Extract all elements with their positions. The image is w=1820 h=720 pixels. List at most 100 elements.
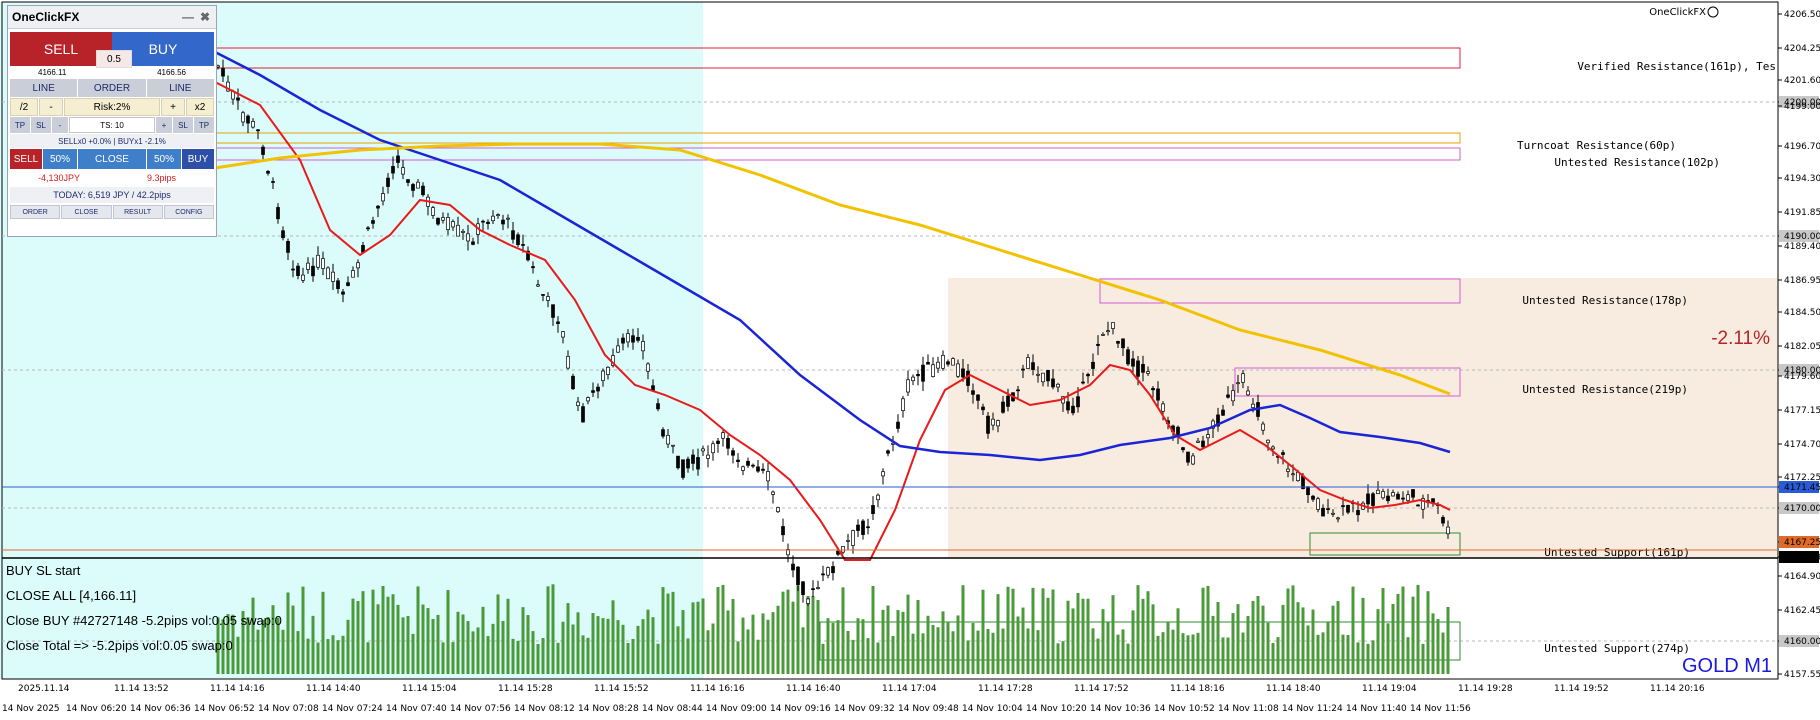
candle-body	[401, 167, 405, 175]
volume-bar	[696, 601, 700, 674]
close-buy-button[interactable]: BUY	[182, 149, 214, 169]
candle-body	[421, 185, 425, 196]
tp-right-button[interactable]: TP	[194, 117, 214, 133]
tab-order[interactable]: ORDER	[10, 205, 61, 219]
volume-bar	[1416, 584, 1420, 674]
candle-body	[1416, 504, 1420, 507]
smiley-icon	[1707, 6, 1719, 18]
time-label-bottom: 14 Nov 08:12	[514, 704, 575, 714]
candle-body	[671, 444, 675, 447]
candle-body	[1211, 420, 1215, 429]
volume-bar	[846, 630, 850, 674]
volume-bar	[1066, 600, 1070, 674]
time-label-bottom: 14 Nov 11:40	[1346, 704, 1407, 714]
volume-bar	[626, 642, 630, 674]
volume-bar	[561, 621, 565, 674]
panel-titlebar[interactable]: OneClickFX — ✖	[8, 6, 216, 29]
sell-button[interactable]: SELL	[10, 32, 112, 66]
close-half-right-button[interactable]: 50%	[147, 149, 181, 169]
minimize-icon[interactable]: —	[181, 10, 194, 24]
volume-bar	[531, 631, 535, 674]
volume-bar	[1126, 643, 1130, 674]
volume-bar	[1391, 603, 1395, 674]
risk-minus-button[interactable]: -	[39, 98, 63, 116]
volume-bar	[536, 643, 540, 674]
candle-body	[976, 394, 980, 401]
line-left-button[interactable]: LINE	[10, 79, 78, 97]
candle-body	[376, 205, 380, 209]
candle-body	[941, 354, 945, 369]
volume-bar	[1221, 637, 1225, 674]
candle-body	[781, 526, 785, 536]
volume-bar	[1261, 605, 1265, 674]
candle-body	[281, 230, 285, 239]
lot-double-button[interactable]: x2	[186, 98, 214, 116]
sl-right-button[interactable]: SL	[173, 117, 193, 133]
tp-left-button[interactable]: TP	[10, 117, 30, 133]
candle-body	[681, 459, 685, 478]
price-label: 4190.00	[1784, 232, 1820, 242]
sl-left-button[interactable]: SL	[31, 117, 51, 133]
volume-bar	[501, 620, 505, 674]
price-label: 4182.05	[1784, 342, 1820, 352]
line-right-button[interactable]: LINE	[146, 79, 214, 97]
close-all-button[interactable]: CLOSE	[78, 149, 146, 169]
time-label-bottom: 14 Nov 07:24	[322, 704, 383, 714]
volume-bar	[686, 638, 690, 674]
volume-bar	[1141, 598, 1145, 674]
candle-body	[321, 258, 325, 269]
lot-half-button[interactable]: /2	[10, 98, 38, 116]
volume-bar	[676, 626, 680, 674]
volume-bar	[226, 614, 230, 674]
buy-price: 4166.56	[157, 67, 186, 77]
time-label-bottom: 14 Nov 10:20	[1026, 704, 1087, 714]
time-label-top: 11.14 16:16	[690, 684, 745, 694]
volume-bar	[606, 618, 610, 674]
volume-bar	[271, 605, 275, 674]
order-button[interactable]: ORDER	[78, 79, 146, 97]
volume-bar	[1166, 622, 1170, 674]
volume-bar	[406, 615, 410, 674]
trailing-stop-value[interactable]: TS: 10	[69, 117, 155, 133]
volume-bar	[541, 638, 545, 674]
price-label: 4162.45	[1784, 606, 1820, 616]
ts-minus-button[interactable]: -	[52, 117, 68, 133]
buy-button[interactable]: BUY	[112, 32, 214, 66]
trade-panel[interactable]: OneClickFX — ✖ SELL BUY 0.5 4166.11 4166…	[7, 5, 217, 237]
volume-bar	[631, 638, 635, 674]
risk-plus-button[interactable]: +	[161, 98, 185, 116]
volume-bar	[221, 619, 225, 674]
volume-bar	[861, 619, 865, 674]
candle-body	[1406, 494, 1410, 501]
volume-bar	[276, 617, 280, 674]
close-sell-button[interactable]: SELL	[10, 149, 42, 169]
volume-bar	[1176, 608, 1180, 674]
candle-body	[1121, 338, 1125, 349]
volume-bar	[341, 635, 345, 674]
volume-bar	[326, 639, 330, 674]
volume-bar	[1131, 610, 1135, 674]
candle-body	[556, 321, 560, 324]
volume-bar	[1441, 632, 1445, 674]
tab-config[interactable]: CONFIG	[163, 205, 214, 219]
candle-body	[496, 214, 500, 216]
candle-body	[796, 566, 800, 585]
close-icon[interactable]: ✖	[199, 10, 210, 24]
volume-bar	[1101, 609, 1105, 674]
candle-body	[226, 81, 230, 92]
volume-bar	[1341, 634, 1345, 674]
tab-close[interactable]: CLOSE	[61, 205, 112, 219]
volume-bar	[486, 636, 490, 674]
time-label-bottom: 14 Nov 09:00	[706, 704, 767, 714]
volume-bar	[1346, 635, 1350, 674]
candle-body	[911, 376, 915, 382]
candle-body	[686, 458, 690, 469]
close-half-left-button[interactable]: 50%	[43, 149, 77, 169]
tab-result[interactable]: RESULT	[112, 205, 163, 219]
ts-plus-button[interactable]: +	[156, 117, 172, 133]
price-tag-bg	[1779, 481, 1819, 493]
candle-body	[1341, 505, 1345, 507]
volume-bar	[431, 618, 435, 674]
volume-bar	[1206, 585, 1210, 674]
